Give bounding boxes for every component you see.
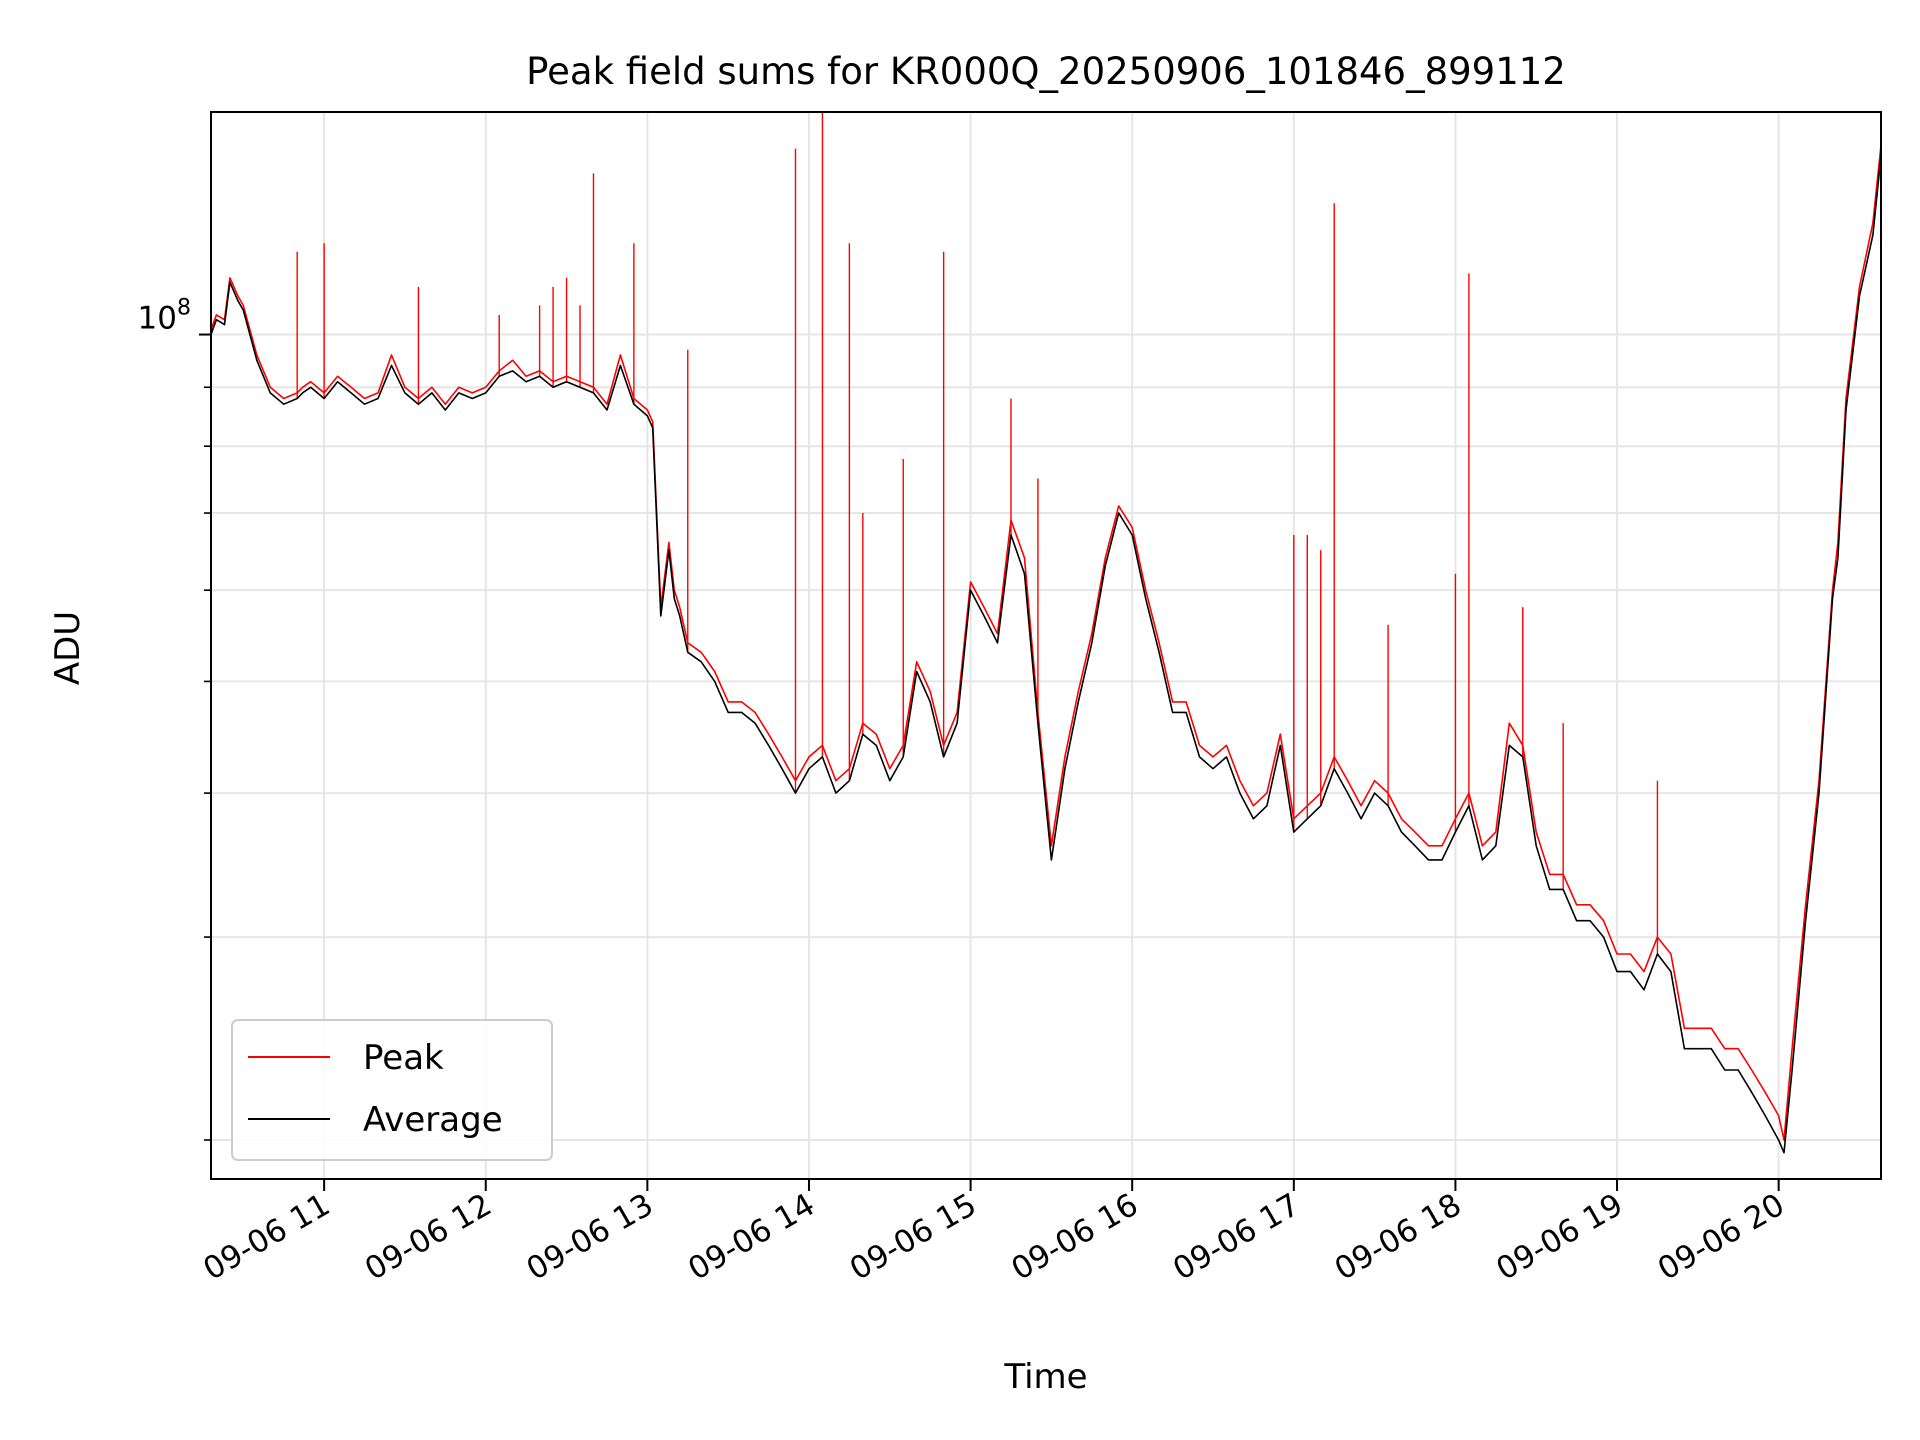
x-axis-label: Time bbox=[1003, 1357, 1087, 1397]
plot-frame bbox=[210, 111, 1882, 1180]
y-tick-label: 108 bbox=[138, 296, 191, 337]
y-axis: 108 bbox=[138, 296, 211, 1141]
legend-label-peak: Peak bbox=[363, 1038, 444, 1078]
series-line-peak bbox=[210, 145, 1882, 1141]
y-axis-label: ADU bbox=[48, 611, 88, 685]
legend-box bbox=[231, 1019, 553, 1161]
legend: Peak Average bbox=[231, 1019, 553, 1161]
series-line-average bbox=[210, 155, 1882, 1154]
chart-title: Peak field sums for KR000Q_20250906_1018… bbox=[526, 50, 1566, 93]
legend-label-average: Average bbox=[363, 1100, 503, 1140]
plot-lines bbox=[210, 112, 1882, 1154]
